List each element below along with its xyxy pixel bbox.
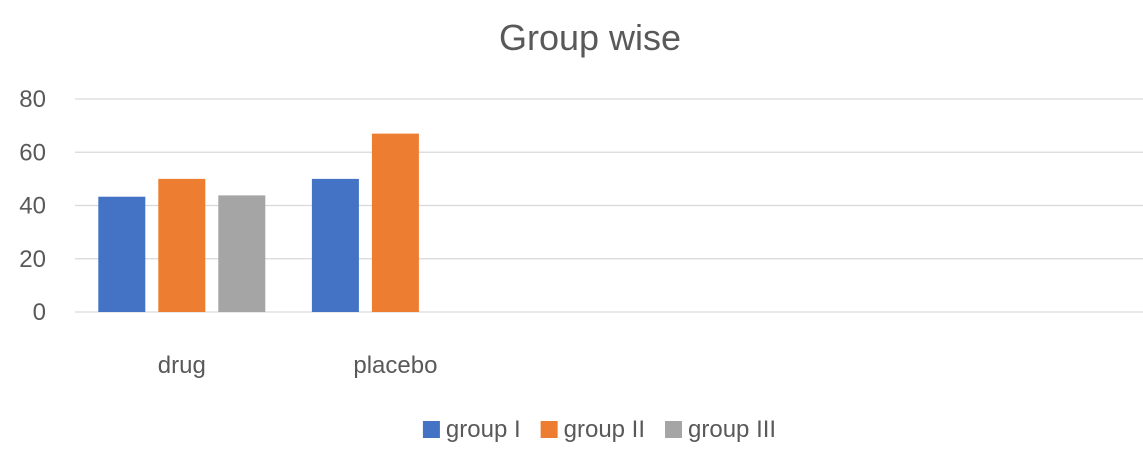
y-tick-label: 20: [19, 246, 46, 273]
legend-label: group II: [564, 416, 645, 443]
legend-item: group III: [665, 416, 776, 443]
legend-label: group I: [446, 416, 521, 443]
legend-swatch: [665, 421, 683, 438]
y-tick-label: 80: [19, 86, 46, 113]
legend-item: group II: [540, 416, 645, 443]
legend-item: group I: [422, 416, 521, 443]
chart-title: Group wise: [499, 17, 681, 58]
y-tick-label: 0: [33, 299, 46, 326]
y-axis-tick-labels: 0 20 40 60 80: [19, 86, 46, 326]
x-tick-label: placebo: [353, 352, 437, 379]
bar: [218, 195, 266, 312]
bar: [158, 178, 206, 312]
x-tick-label: drug: [158, 352, 206, 379]
legend-label: group III: [688, 416, 776, 443]
bar: [311, 178, 359, 312]
legend-swatch: [540, 421, 558, 438]
x-axis-tick-labels: drug placebo: [158, 352, 438, 379]
bar: [98, 196, 146, 312]
bar: [371, 133, 419, 312]
legend-swatch: [422, 421, 440, 438]
bars: [98, 133, 419, 312]
legend: group I group II group III: [422, 416, 776, 443]
y-tick-label: 40: [19, 193, 46, 220]
y-tick-label: 60: [19, 139, 46, 166]
